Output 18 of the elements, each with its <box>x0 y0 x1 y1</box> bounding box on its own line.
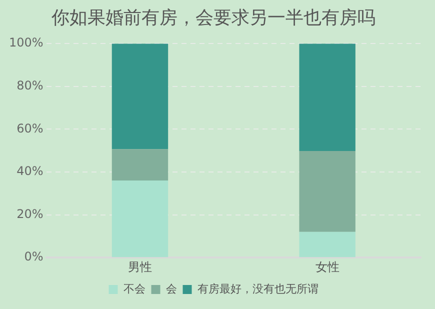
y-tick-label: 0% <box>24 250 44 264</box>
legend-label: 不会 <box>123 282 146 296</box>
chart-title: 你如果婚前有房，会要求另一半也有房吗 <box>50 7 376 28</box>
legend-label: 会 <box>166 282 177 296</box>
bar <box>299 232 356 258</box>
x-tick-label: 男性 <box>128 260 152 274</box>
bar <box>112 44 168 150</box>
bar <box>299 44 356 152</box>
x-tick-label: 女性 <box>315 260 340 274</box>
bar <box>299 151 356 232</box>
y-tick-label: 20% <box>16 206 44 221</box>
y-tick-label: 40% <box>16 164 44 178</box>
y-tick-label: 100% <box>8 36 44 50</box>
y-tick-label: 80% <box>16 78 44 93</box>
bar <box>112 180 168 258</box>
y-tick-label: 60% <box>16 121 44 136</box>
legend-label: 有房最好，没有也无所谓 <box>197 282 318 296</box>
bar <box>112 149 168 181</box>
